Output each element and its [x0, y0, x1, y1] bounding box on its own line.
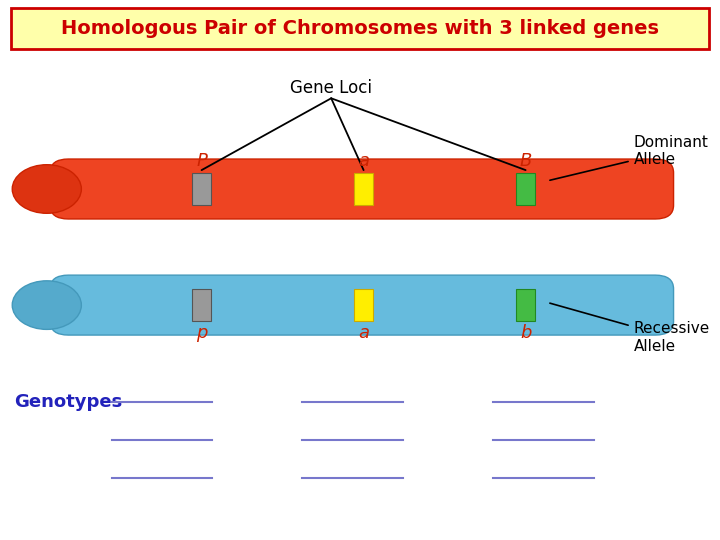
Ellipse shape: [12, 281, 81, 329]
FancyBboxPatch shape: [50, 159, 674, 219]
Text: B: B: [519, 152, 532, 170]
FancyBboxPatch shape: [516, 289, 535, 321]
FancyBboxPatch shape: [192, 173, 211, 205]
Text: Genotypes: Genotypes: [14, 393, 122, 411]
Ellipse shape: [12, 165, 81, 213]
Text: a: a: [358, 152, 369, 170]
Text: Homologous Pair of Chromosomes with 3 linked genes: Homologous Pair of Chromosomes with 3 li…: [61, 19, 659, 38]
Text: b: b: [520, 324, 531, 342]
Text: a: a: [358, 324, 369, 342]
FancyBboxPatch shape: [516, 173, 535, 205]
FancyBboxPatch shape: [354, 289, 373, 321]
Text: p: p: [196, 324, 207, 342]
FancyBboxPatch shape: [11, 8, 709, 49]
Text: Recessive
Allele: Recessive Allele: [550, 303, 710, 354]
Text: Gene Loci: Gene Loci: [290, 79, 372, 97]
FancyBboxPatch shape: [354, 173, 373, 205]
Text: P: P: [196, 152, 207, 170]
Text: Dominant
Allele: Dominant Allele: [550, 135, 708, 180]
FancyBboxPatch shape: [50, 275, 674, 335]
FancyBboxPatch shape: [192, 289, 211, 321]
